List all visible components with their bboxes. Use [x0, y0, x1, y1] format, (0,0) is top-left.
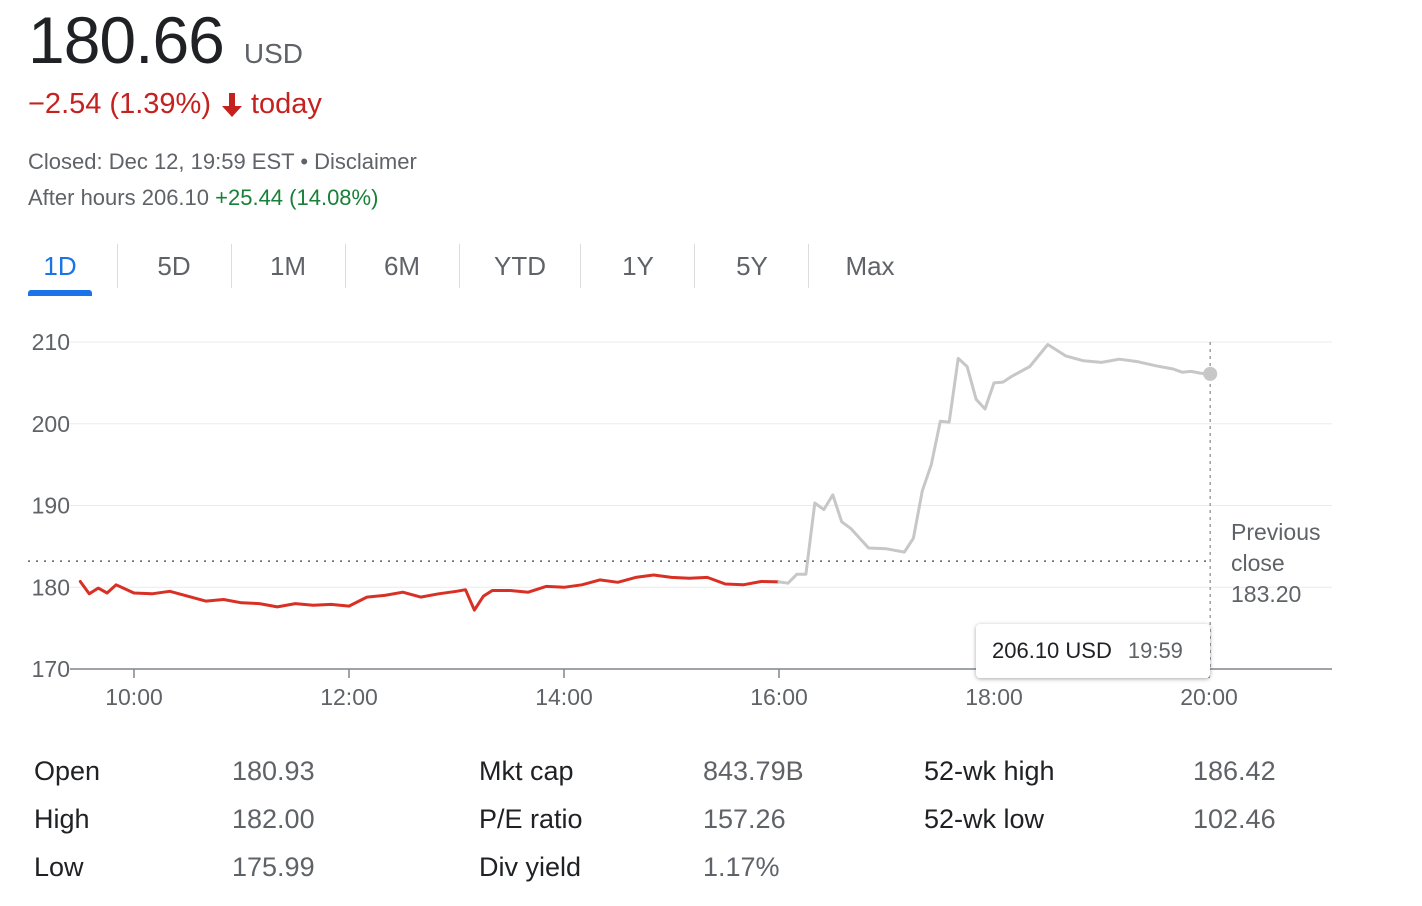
tab-divider: [694, 244, 695, 288]
after-hours-change: +25.44 (14.08%): [215, 185, 379, 210]
previous-close-text: close: [1231, 550, 1285, 576]
tab-5y[interactable]: 5Y: [736, 250, 768, 281]
tab-divider: [117, 244, 118, 288]
tab-divider: [808, 244, 809, 288]
x-tick-label: 18:00: [965, 684, 1023, 710]
x-tick-label: 16:00: [750, 684, 808, 710]
arrow-down-icon: [219, 91, 245, 119]
x-axis: 10:00 12:00 14:00 16:00 18:00 20:00: [105, 669, 1238, 710]
stat-value: 843.79B: [703, 756, 804, 786]
price-chart[interactable]: 210 200 190 180 170 10:00 12:00 14:00 16:00 18:0…: [0, 310, 1422, 730]
tab-1y[interactable]: 1Y: [622, 250, 654, 281]
x-tick-label: 20:00: [1180, 684, 1238, 710]
y-tick-label: 170: [32, 656, 70, 682]
stat-value: 186.42: [1193, 756, 1276, 786]
stat-label: Open: [34, 756, 101, 786]
separator: •: [294, 149, 315, 174]
market-status: Closed: Dec 12, 19:59 EST • Disclaimer: [28, 149, 417, 175]
price-change: −2.54 (1.39%) today: [28, 88, 322, 121]
stat-value: 157.26: [703, 804, 786, 834]
hover-point: [1203, 366, 1218, 381]
stat-label: High: [34, 804, 90, 834]
stat-label: Div yield: [479, 852, 582, 882]
stat-value: 175.99: [232, 852, 315, 882]
previous-close-text: 183.20: [1231, 581, 1301, 607]
price-series: [78, 343, 1209, 612]
after-hours-session-line: [777, 343, 1209, 585]
current-price: 180.66: [28, 3, 225, 77]
tooltip-value: 206.10 USD: [992, 638, 1112, 663]
stat-label: 52-wk high: [924, 756, 1055, 786]
tab-1d[interactable]: 1D: [28, 238, 92, 296]
y-tick-label: 190: [32, 493, 70, 519]
tab-max[interactable]: Max: [845, 250, 895, 281]
tab-divider: [345, 244, 346, 288]
tab-6m[interactable]: 6M: [383, 250, 421, 281]
y-tick-label: 200: [32, 411, 70, 437]
stat-value: 180.93: [232, 756, 315, 786]
regular-session-line: [78, 573, 781, 612]
after-hours: After hours 206.10 +25.44 (14.08%): [28, 185, 378, 211]
stat-value: 182.00: [232, 804, 315, 834]
x-tick-label: 14:00: [535, 684, 593, 710]
y-axis: 210 200 190 180 170: [32, 329, 70, 682]
previous-close-text: Previous: [1231, 519, 1320, 545]
after-hours-price: After hours 206.10: [28, 185, 210, 210]
y-tick-label: 210: [32, 329, 70, 355]
chart-tooltip: 206.10 USD 19:59: [976, 624, 1210, 678]
change-period: today: [250, 88, 322, 120]
change-amount: −2.54 (1.39%): [28, 88, 211, 120]
tooltip-time: 19:59: [1127, 638, 1183, 663]
stat-value: 102.46: [1193, 804, 1276, 834]
chart-grid: [70, 341, 1332, 670]
stat-label: P/E ratio: [479, 804, 583, 834]
closed-time: Closed: Dec 12, 19:59 EST: [28, 149, 295, 174]
y-tick-label: 180: [32, 574, 70, 600]
tab-divider: [231, 244, 232, 288]
stat-label: Mkt cap: [479, 756, 574, 786]
x-tick-label: 10:00: [105, 684, 163, 710]
stat-label: 52-wk low: [924, 804, 1045, 834]
range-tabs: 1D 5D 1M 6M YTD 1Y 5Y Max: [28, 238, 928, 298]
currency-label: USD: [243, 38, 303, 69]
stat-value: 1.17%: [703, 852, 780, 882]
disclaimer-link[interactable]: Disclaimer: [314, 149, 417, 174]
price-header: 180.66 USD: [28, 2, 303, 78]
tab-1m[interactable]: 1M: [269, 250, 307, 281]
tab-divider: [459, 244, 460, 288]
x-tick-label: 12:00: [320, 684, 378, 710]
stat-label: Low: [34, 852, 84, 882]
tab-divider: [580, 244, 581, 288]
tab-5d[interactable]: 5D: [157, 250, 191, 281]
previous-close-label: Previous close 183.20: [1231, 519, 1320, 607]
tab-ytd[interactable]: YTD: [494, 250, 546, 281]
